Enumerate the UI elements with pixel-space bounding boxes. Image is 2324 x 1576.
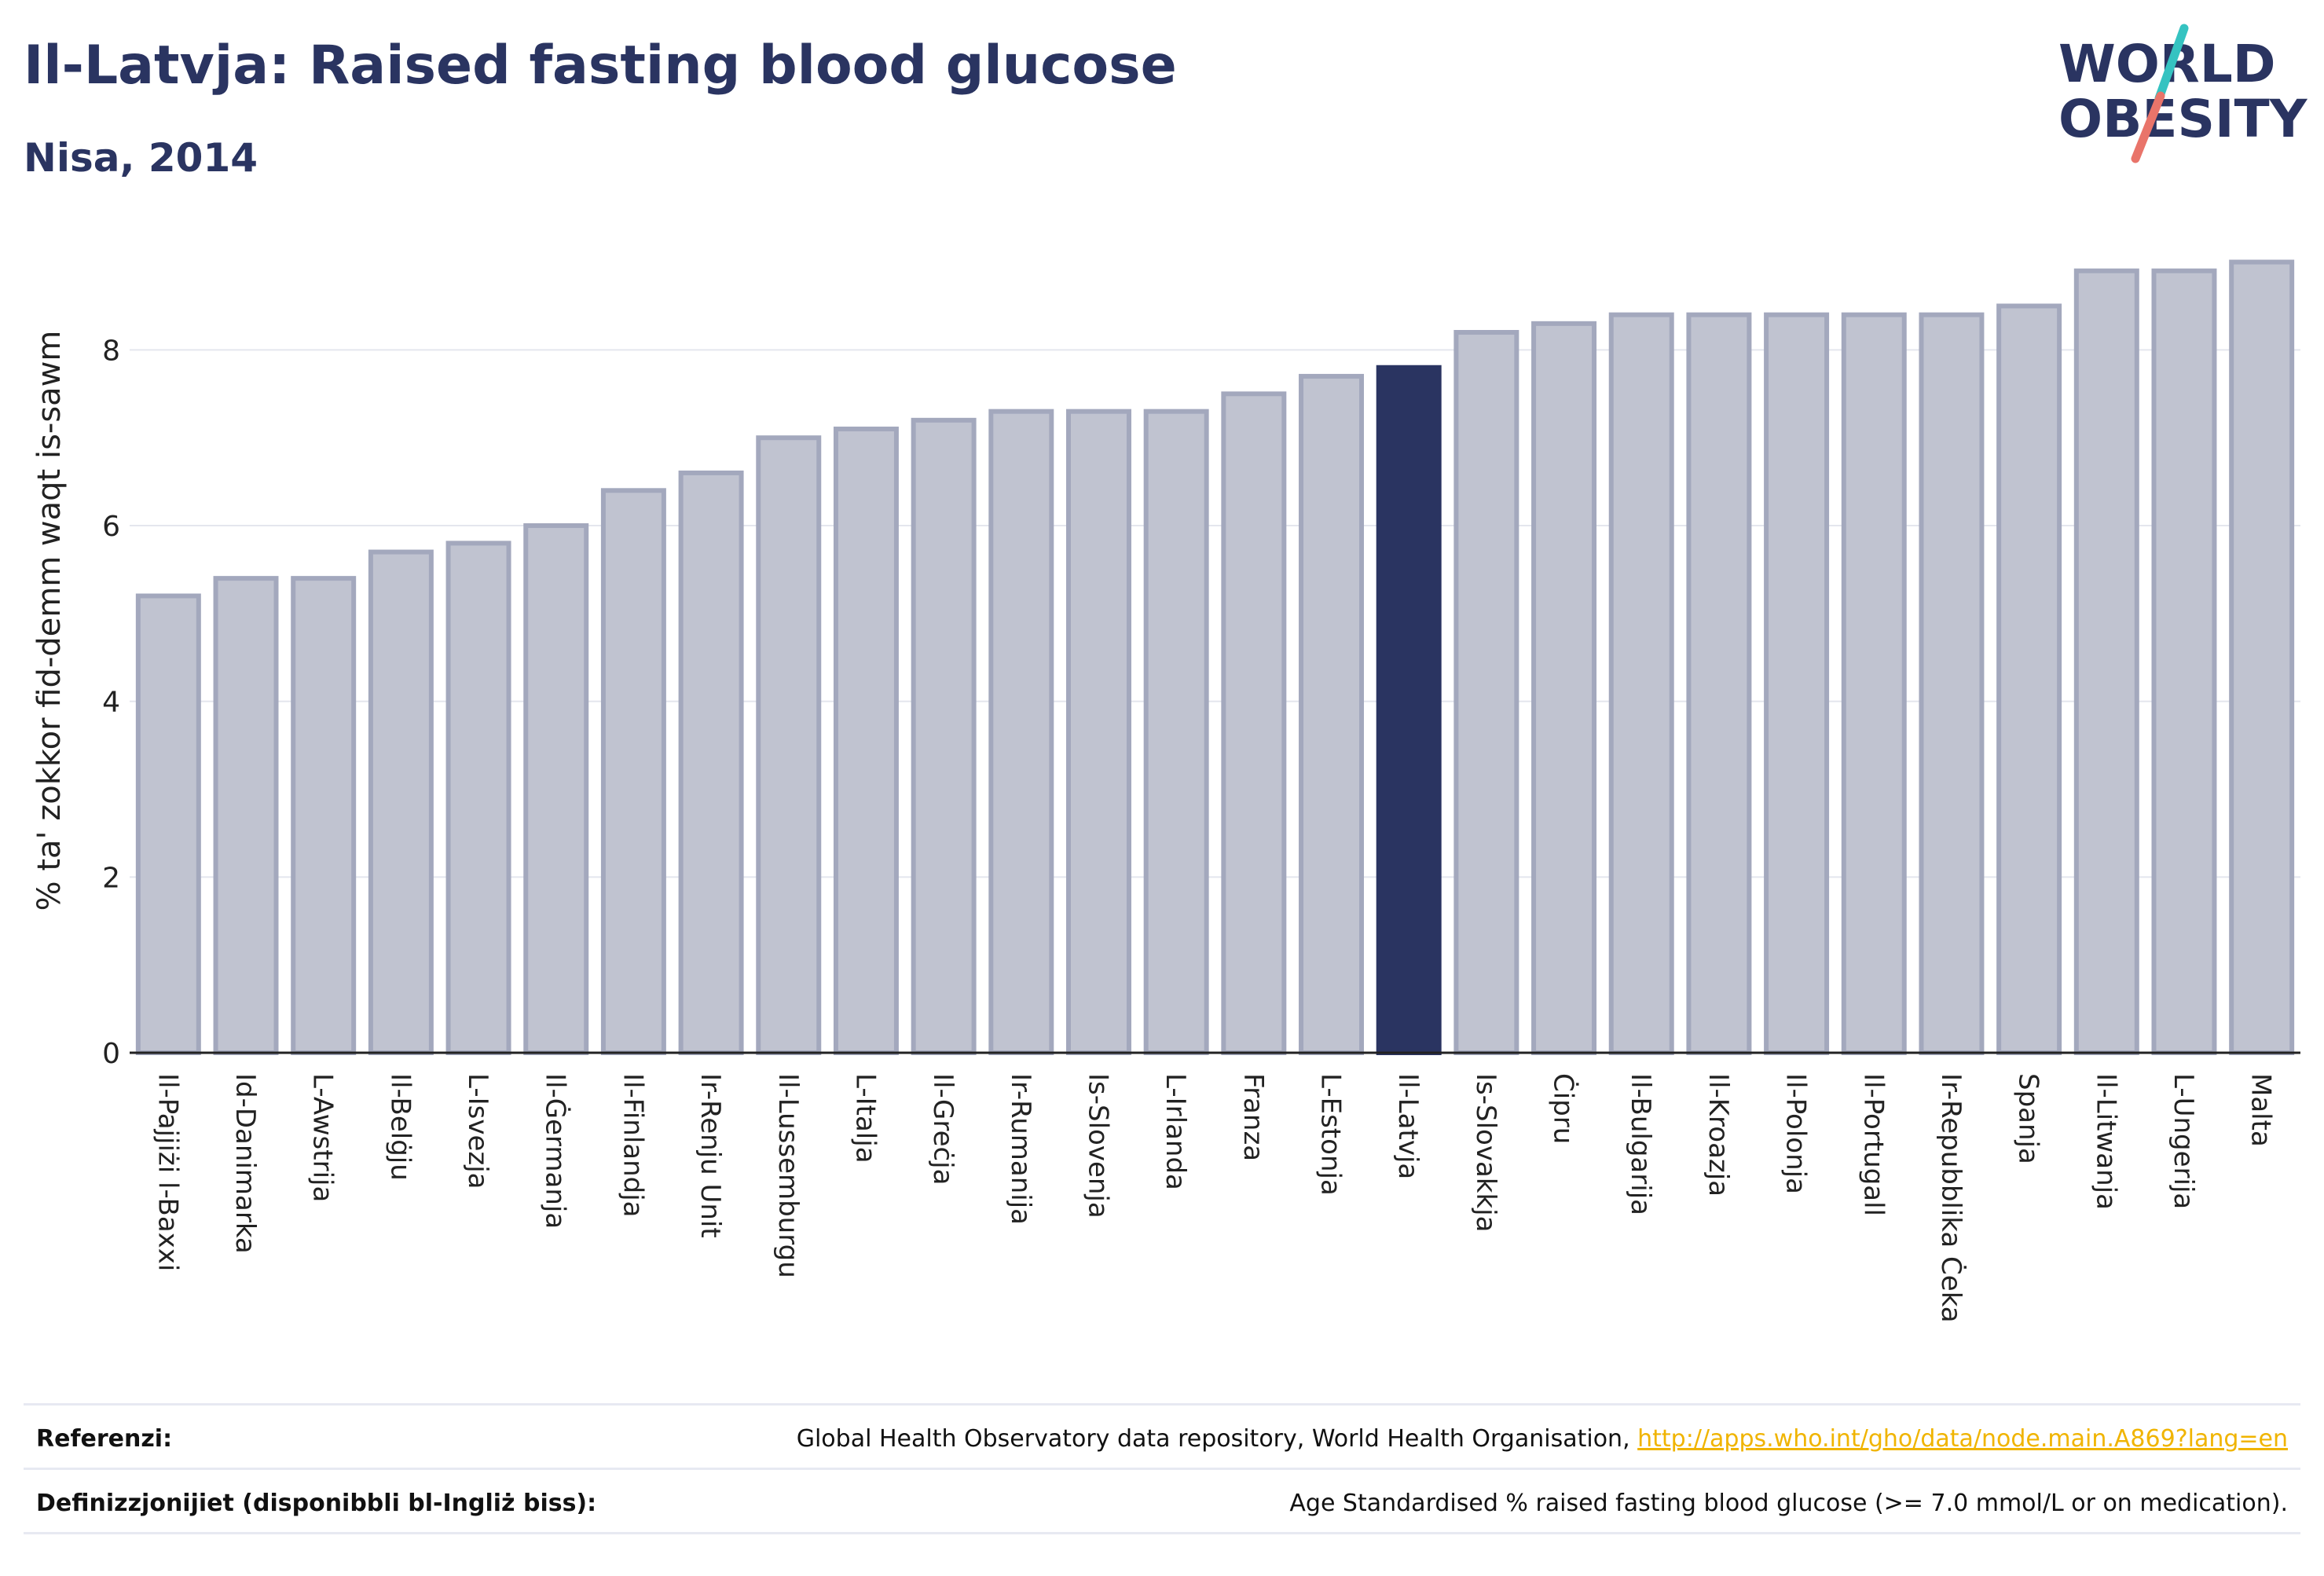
y-axis-title: % ta' zokkor fid-demm waqt is-sawm: [31, 331, 68, 911]
x-tick-label: Il-Finlandja: [617, 1073, 648, 1218]
bar: [1764, 312, 1830, 1056]
bar: [213, 576, 279, 1055]
bar: [445, 541, 511, 1055]
bar: [2073, 268, 2139, 1055]
bar: [1143, 409, 1209, 1055]
bar: [1996, 303, 2062, 1056]
definitions-label: Definizzjonijiet (disponibbli bl-Ingliż …: [36, 1490, 597, 1517]
x-tick-label: Ċipru: [1548, 1073, 1580, 1144]
x-tick-label: Ir-Renju Unit: [695, 1073, 726, 1238]
bar: [1919, 312, 1985, 1056]
bar: [988, 409, 1054, 1055]
y-tick-label: 8: [102, 335, 120, 367]
bar: [1608, 312, 1674, 1056]
x-tick-label: L-Awstrija: [307, 1073, 339, 1202]
y-tick-label: 2: [102, 862, 120, 894]
y-axis-ticks: 0 2 4 6 8: [102, 335, 120, 1070]
bar: [833, 427, 899, 1055]
x-tick-label: Il-Ġermanja: [540, 1073, 572, 1229]
bar: [368, 549, 434, 1055]
x-tick-label: Il-Latvja: [1392, 1073, 1424, 1179]
bar: [678, 470, 744, 1055]
footer-divider-bottom: [24, 1532, 2300, 1534]
bar: [1299, 373, 1365, 1055]
references-value: Global Health Observatory data repositor…: [797, 1425, 2288, 1453]
chart-subtitle: Nisa, 2014: [24, 135, 258, 181]
chart-title: Il-Latvja: Raised fasting blood glucose: [24, 35, 1177, 97]
definitions-value: Age Standardised % raised fasting blood …: [1289, 1490, 2288, 1517]
x-tick-label: Il-Greċja: [927, 1073, 959, 1185]
x-tick-label: L-Isvezja: [462, 1073, 493, 1189]
logo-slash-coral: [2131, 91, 2165, 163]
bar-highlighted: [1376, 365, 1442, 1055]
bar: [911, 417, 977, 1055]
x-tick-label: Ir-Rumanija: [1005, 1073, 1036, 1225]
x-axis-labels: Il-Pajjiżi l-Baxxi Id-Danimarka L-Awstrija…: [152, 1073, 2276, 1323]
bar: [1531, 321, 1597, 1055]
x-tick-label: L-Italja: [849, 1073, 881, 1164]
x-tick-label: Franza: [1237, 1073, 1269, 1161]
bar: [2229, 259, 2295, 1055]
bar: [1453, 330, 1519, 1055]
x-tick-label: Il-Belġju: [384, 1073, 416, 1181]
references-text: Global Health Observatory data repositor…: [796, 1425, 1638, 1453]
x-tick-label: Il-Portugall: [1857, 1073, 1889, 1216]
bar: [2151, 268, 2217, 1055]
x-tick-label: Il-Bulgarija: [1625, 1073, 1656, 1215]
x-tick-label: L-Ungerija: [2168, 1073, 2199, 1209]
footer-divider-top: [24, 1403, 2300, 1406]
world-obesity-logo: WORLD OBESITY: [2058, 24, 2308, 163]
x-tick-label: L-Irlanda: [1160, 1073, 1191, 1190]
x-tick-label: Ir-Repubblika Ċeka: [1935, 1073, 1967, 1323]
bar: [291, 576, 357, 1055]
x-tick-label: Il-Litwanja: [2090, 1073, 2121, 1210]
y-tick-label: 4: [102, 687, 120, 719]
bar: [1065, 409, 1131, 1055]
x-tick-label: Is-Slovenja: [1082, 1073, 1113, 1219]
logo-slash-teal: [2154, 24, 2189, 103]
y-tick-label: 6: [102, 511, 120, 543]
x-tick-label: Il-Kroazja: [1703, 1073, 1734, 1197]
bar: [1221, 391, 1287, 1055]
references-label: Referenzi:: [36, 1425, 173, 1453]
bar: [523, 523, 589, 1055]
bar: [756, 435, 822, 1055]
x-tick-label: L-Estonja: [1315, 1073, 1347, 1196]
x-tick-label: Il-Pajjiżi l-Baxxi: [152, 1073, 183, 1271]
x-tick-label: Is-Slovakkja: [1470, 1073, 1501, 1232]
bars: [135, 259, 2295, 1056]
bar: [135, 593, 201, 1055]
x-tick-label: Il-Lussemburgu: [772, 1073, 804, 1278]
footer-divider-middle: [24, 1468, 2300, 1470]
bar: [600, 488, 666, 1055]
x-tick-label: Il-Polonja: [1780, 1073, 1812, 1194]
x-tick-label: Spanja: [2013, 1073, 2044, 1164]
x-tick-label: Malta: [2245, 1073, 2277, 1147]
x-tick-label: Id-Danimarka: [229, 1073, 261, 1254]
logo-word-obesity: OBESITY: [2058, 89, 2308, 149]
bar: [1686, 312, 1752, 1056]
y-tick-label: 0: [102, 1038, 120, 1070]
bar: [1841, 312, 1907, 1056]
bar-chart: 0 2 4 6 8 Il-Pajjiżi l-Baxxi Id-Danimarka L-Aw…: [31, 259, 2300, 1323]
references-link[interactable]: http://apps.who.int/gho/data/node.main.A…: [1637, 1425, 2288, 1453]
